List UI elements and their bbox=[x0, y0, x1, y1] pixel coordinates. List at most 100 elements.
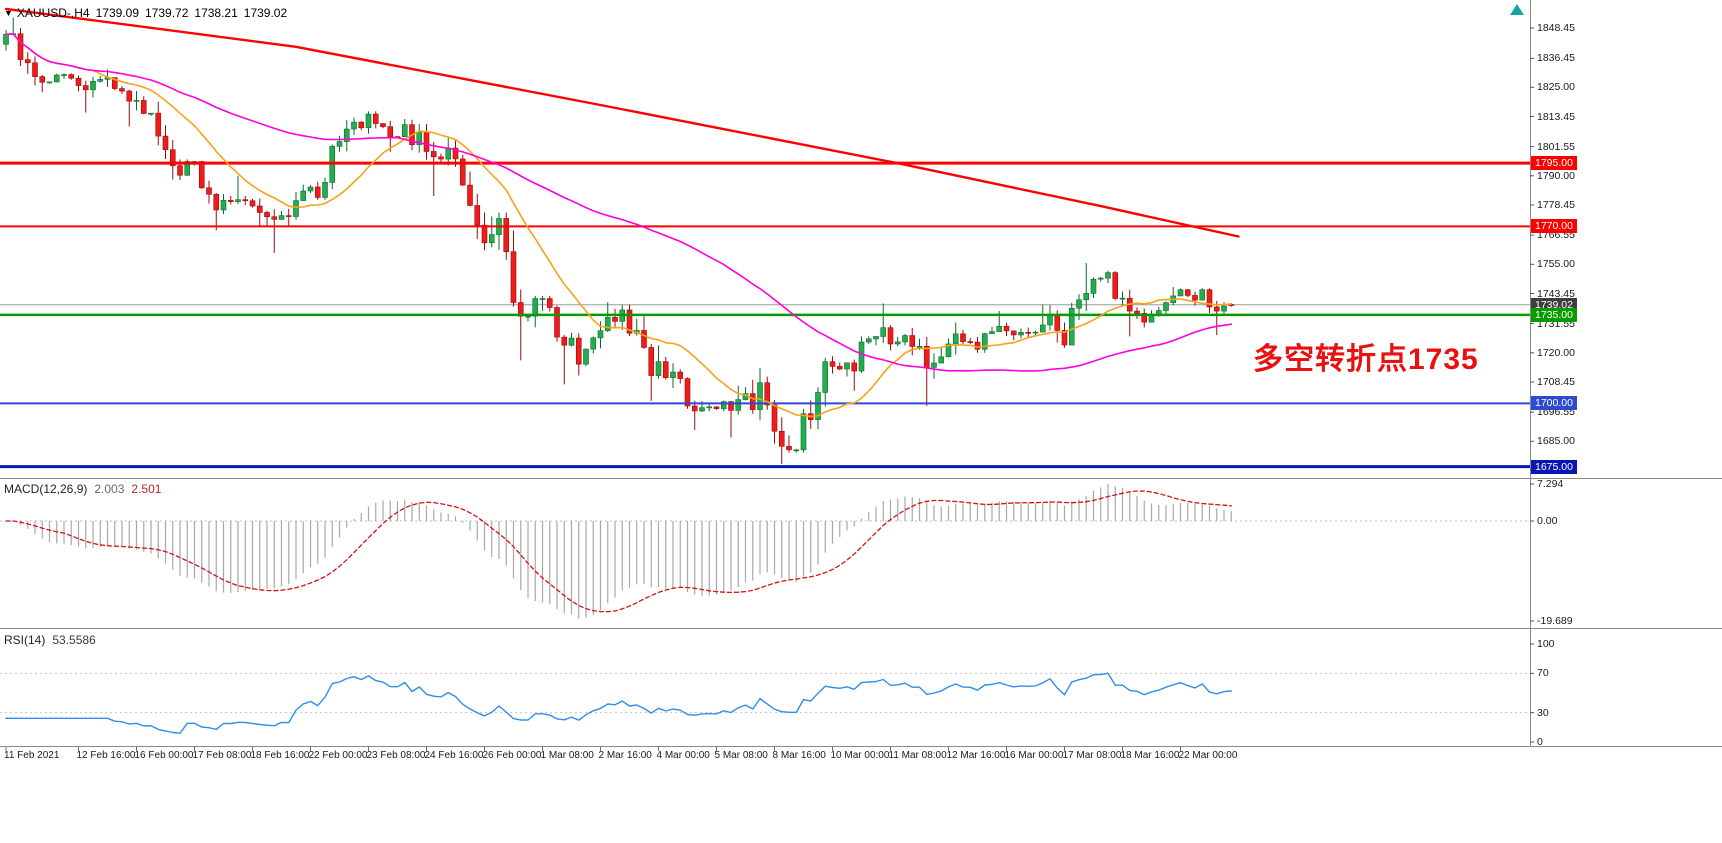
candle-body bbox=[996, 325, 1003, 332]
candle-body bbox=[1221, 305, 1227, 312]
candle-body bbox=[539, 298, 546, 300]
candle-body bbox=[1206, 289, 1213, 308]
candle-body bbox=[844, 362, 850, 370]
candle-body bbox=[155, 112, 162, 137]
candle-body bbox=[989, 331, 995, 334]
candle-body bbox=[235, 199, 241, 202]
rsi-axis-label: 70 bbox=[1537, 667, 1549, 680]
candle-body bbox=[1184, 289, 1191, 296]
quote-low: 1738.21 bbox=[194, 6, 238, 20]
price-axis-label: 1836.45 bbox=[1537, 52, 1575, 65]
candle-body bbox=[894, 341, 901, 345]
time-axis-label: 22 Feb 00:00 bbox=[308, 750, 368, 761]
candle-body bbox=[1010, 330, 1017, 336]
candle-body bbox=[931, 362, 937, 368]
candle-body bbox=[445, 147, 452, 160]
macd-signal-line bbox=[5, 490, 1232, 613]
rsi-label: RSI(14) bbox=[4, 633, 46, 647]
candle-body bbox=[1141, 313, 1148, 323]
candle-body bbox=[285, 215, 292, 217]
candle-body bbox=[169, 149, 176, 166]
candle-body bbox=[198, 161, 205, 189]
candle-body bbox=[90, 81, 96, 91]
quote-close: 1739.02 bbox=[243, 6, 288, 20]
rsi-value: 53.5586 bbox=[52, 633, 96, 647]
candle-body bbox=[670, 371, 676, 379]
candle-body bbox=[184, 161, 191, 176]
candle-body bbox=[452, 147, 459, 160]
scroll-marker-icon[interactable] bbox=[1510, 4, 1524, 15]
candle-body bbox=[800, 413, 807, 451]
candle-body bbox=[365, 113, 372, 129]
price-axis-label: 1743.45 bbox=[1537, 287, 1575, 300]
candle-body bbox=[945, 343, 952, 358]
candle-body bbox=[604, 317, 611, 331]
price-axis-label: 1685.00 bbox=[1537, 435, 1575, 448]
candle-body bbox=[488, 234, 495, 244]
candle-body bbox=[467, 184, 473, 206]
candle-body bbox=[1039, 324, 1046, 333]
time-axis-label: 16 Mar 00:00 bbox=[1004, 750, 1064, 761]
candle-body bbox=[423, 131, 430, 152]
candle-body bbox=[532, 298, 539, 317]
time-axis-label: 11 Feb 2021 bbox=[4, 750, 60, 761]
candle-body bbox=[481, 224, 488, 244]
collapse-chevron-icon[interactable]: ▼ bbox=[4, 8, 13, 18]
candle-body bbox=[713, 406, 720, 409]
chart-header: ▼ XAUUSD-,H4 1739.09 1739.72 1738.21 1739.02 bbox=[4, 6, 293, 20]
candle-body bbox=[757, 382, 763, 410]
candle-body bbox=[1054, 313, 1061, 331]
candle-body bbox=[503, 218, 510, 252]
candle-body bbox=[778, 430, 785, 447]
candle-body bbox=[133, 100, 140, 102]
candle-body bbox=[836, 366, 843, 370]
rsi-pane bbox=[0, 672, 1530, 734]
ma-slow-line bbox=[4, 7, 1240, 238]
time-axis-label: 12 Feb 16:00 bbox=[76, 750, 136, 761]
candle-body bbox=[430, 151, 437, 158]
price-axis-label: 1778.45 bbox=[1537, 199, 1575, 211]
candle-body bbox=[684, 378, 691, 407]
candle-body bbox=[300, 190, 307, 201]
price-axis-label: 1825.00 bbox=[1537, 81, 1575, 94]
candle-body bbox=[677, 371, 684, 379]
candle-body bbox=[1003, 325, 1010, 332]
candle-body bbox=[960, 333, 966, 342]
candle-body bbox=[32, 62, 38, 77]
candle-body bbox=[387, 126, 394, 137]
time-axis-label: 18 Feb 16:00 bbox=[250, 750, 310, 761]
price-axis-label: 1813.45 bbox=[1537, 110, 1575, 123]
candle-body bbox=[735, 399, 742, 411]
time-axis-label: 17 Feb 08:00 bbox=[192, 750, 252, 761]
price-tag-1735.00: 1735.00 bbox=[1531, 307, 1577, 322]
candle-body bbox=[786, 446, 792, 451]
quote-high: 1739.72 bbox=[145, 6, 189, 20]
candle-body bbox=[474, 205, 481, 226]
candle-body bbox=[278, 215, 285, 220]
rsi-axis-label: 0 bbox=[1537, 736, 1543, 748]
candle-body bbox=[39, 76, 46, 83]
time-axis-label: 23 Feb 08:00 bbox=[366, 750, 426, 761]
candle-body bbox=[1199, 289, 1206, 301]
candle-body bbox=[1148, 314, 1155, 323]
candle-body bbox=[1134, 310, 1140, 314]
candle-body bbox=[336, 141, 343, 147]
candle-body bbox=[1105, 272, 1111, 279]
candle-body bbox=[220, 200, 227, 211]
candle-body bbox=[213, 193, 220, 211]
candle-body bbox=[1018, 331, 1024, 336]
candle-body bbox=[771, 404, 778, 432]
macd-signal-value: 2.501 bbox=[131, 482, 162, 496]
candle-body bbox=[764, 382, 771, 406]
candle-body bbox=[865, 338, 872, 343]
candle-body bbox=[53, 74, 60, 83]
candle-body bbox=[793, 449, 800, 452]
time-axis-label: 4 Mar 00:00 bbox=[656, 750, 710, 761]
candle-body bbox=[1163, 302, 1169, 311]
annotation-text[interactable]: 多空转折点1735 bbox=[1253, 343, 1479, 376]
candle-body bbox=[401, 124, 408, 137]
candle-body bbox=[916, 345, 923, 348]
macd-indicator-header: MACD(12,26,9) 2.003 2.501 bbox=[4, 482, 168, 496]
